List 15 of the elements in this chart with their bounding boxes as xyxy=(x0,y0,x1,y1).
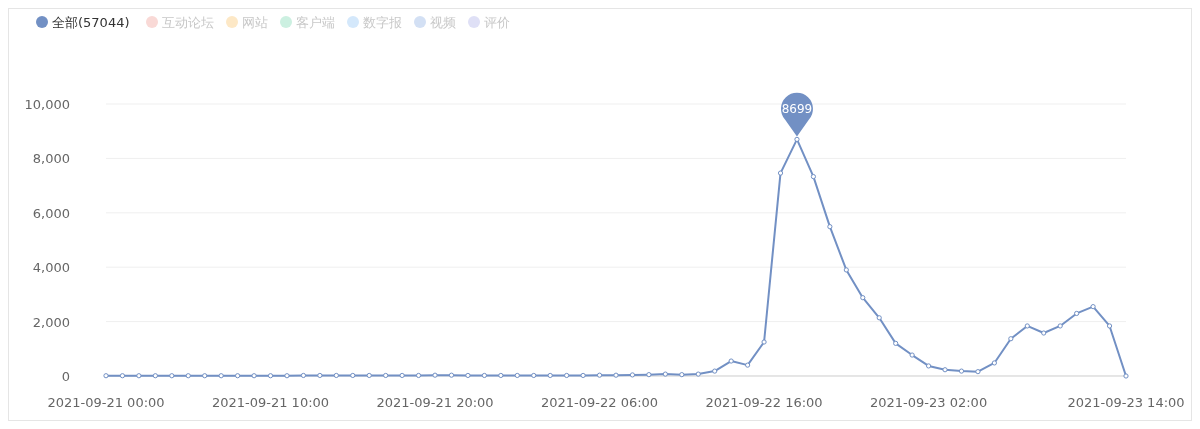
x-tick-label: 2021-09-23 02:00 xyxy=(870,395,988,410)
x-tick-label: 2021-09-21 10:00 xyxy=(211,395,330,410)
y-tick-label: 2,000 xyxy=(32,314,70,330)
x-tick-label: 2021-09-22 06:00 xyxy=(540,395,659,410)
x-tick-label: 2021-09-23 14:00 xyxy=(1067,395,1185,410)
y-tick-label: 6,000 xyxy=(32,205,70,221)
y-tick-label: 0 xyxy=(61,369,70,384)
legend-label: 全部(57044) xyxy=(52,14,130,30)
x-tick-label: 2021-09-21 20:00 xyxy=(376,395,494,410)
y-tick-label: 4,000 xyxy=(32,260,70,276)
annotation: 8699 xyxy=(781,102,813,117)
y-tick-label: 10,000 xyxy=(24,97,70,112)
x-tick-label: 2021-09-22 16:00 xyxy=(705,395,823,410)
y-tick-label: 8,000 xyxy=(32,151,70,167)
x-tick-label: 2021-09-21 00:00 xyxy=(47,395,165,410)
